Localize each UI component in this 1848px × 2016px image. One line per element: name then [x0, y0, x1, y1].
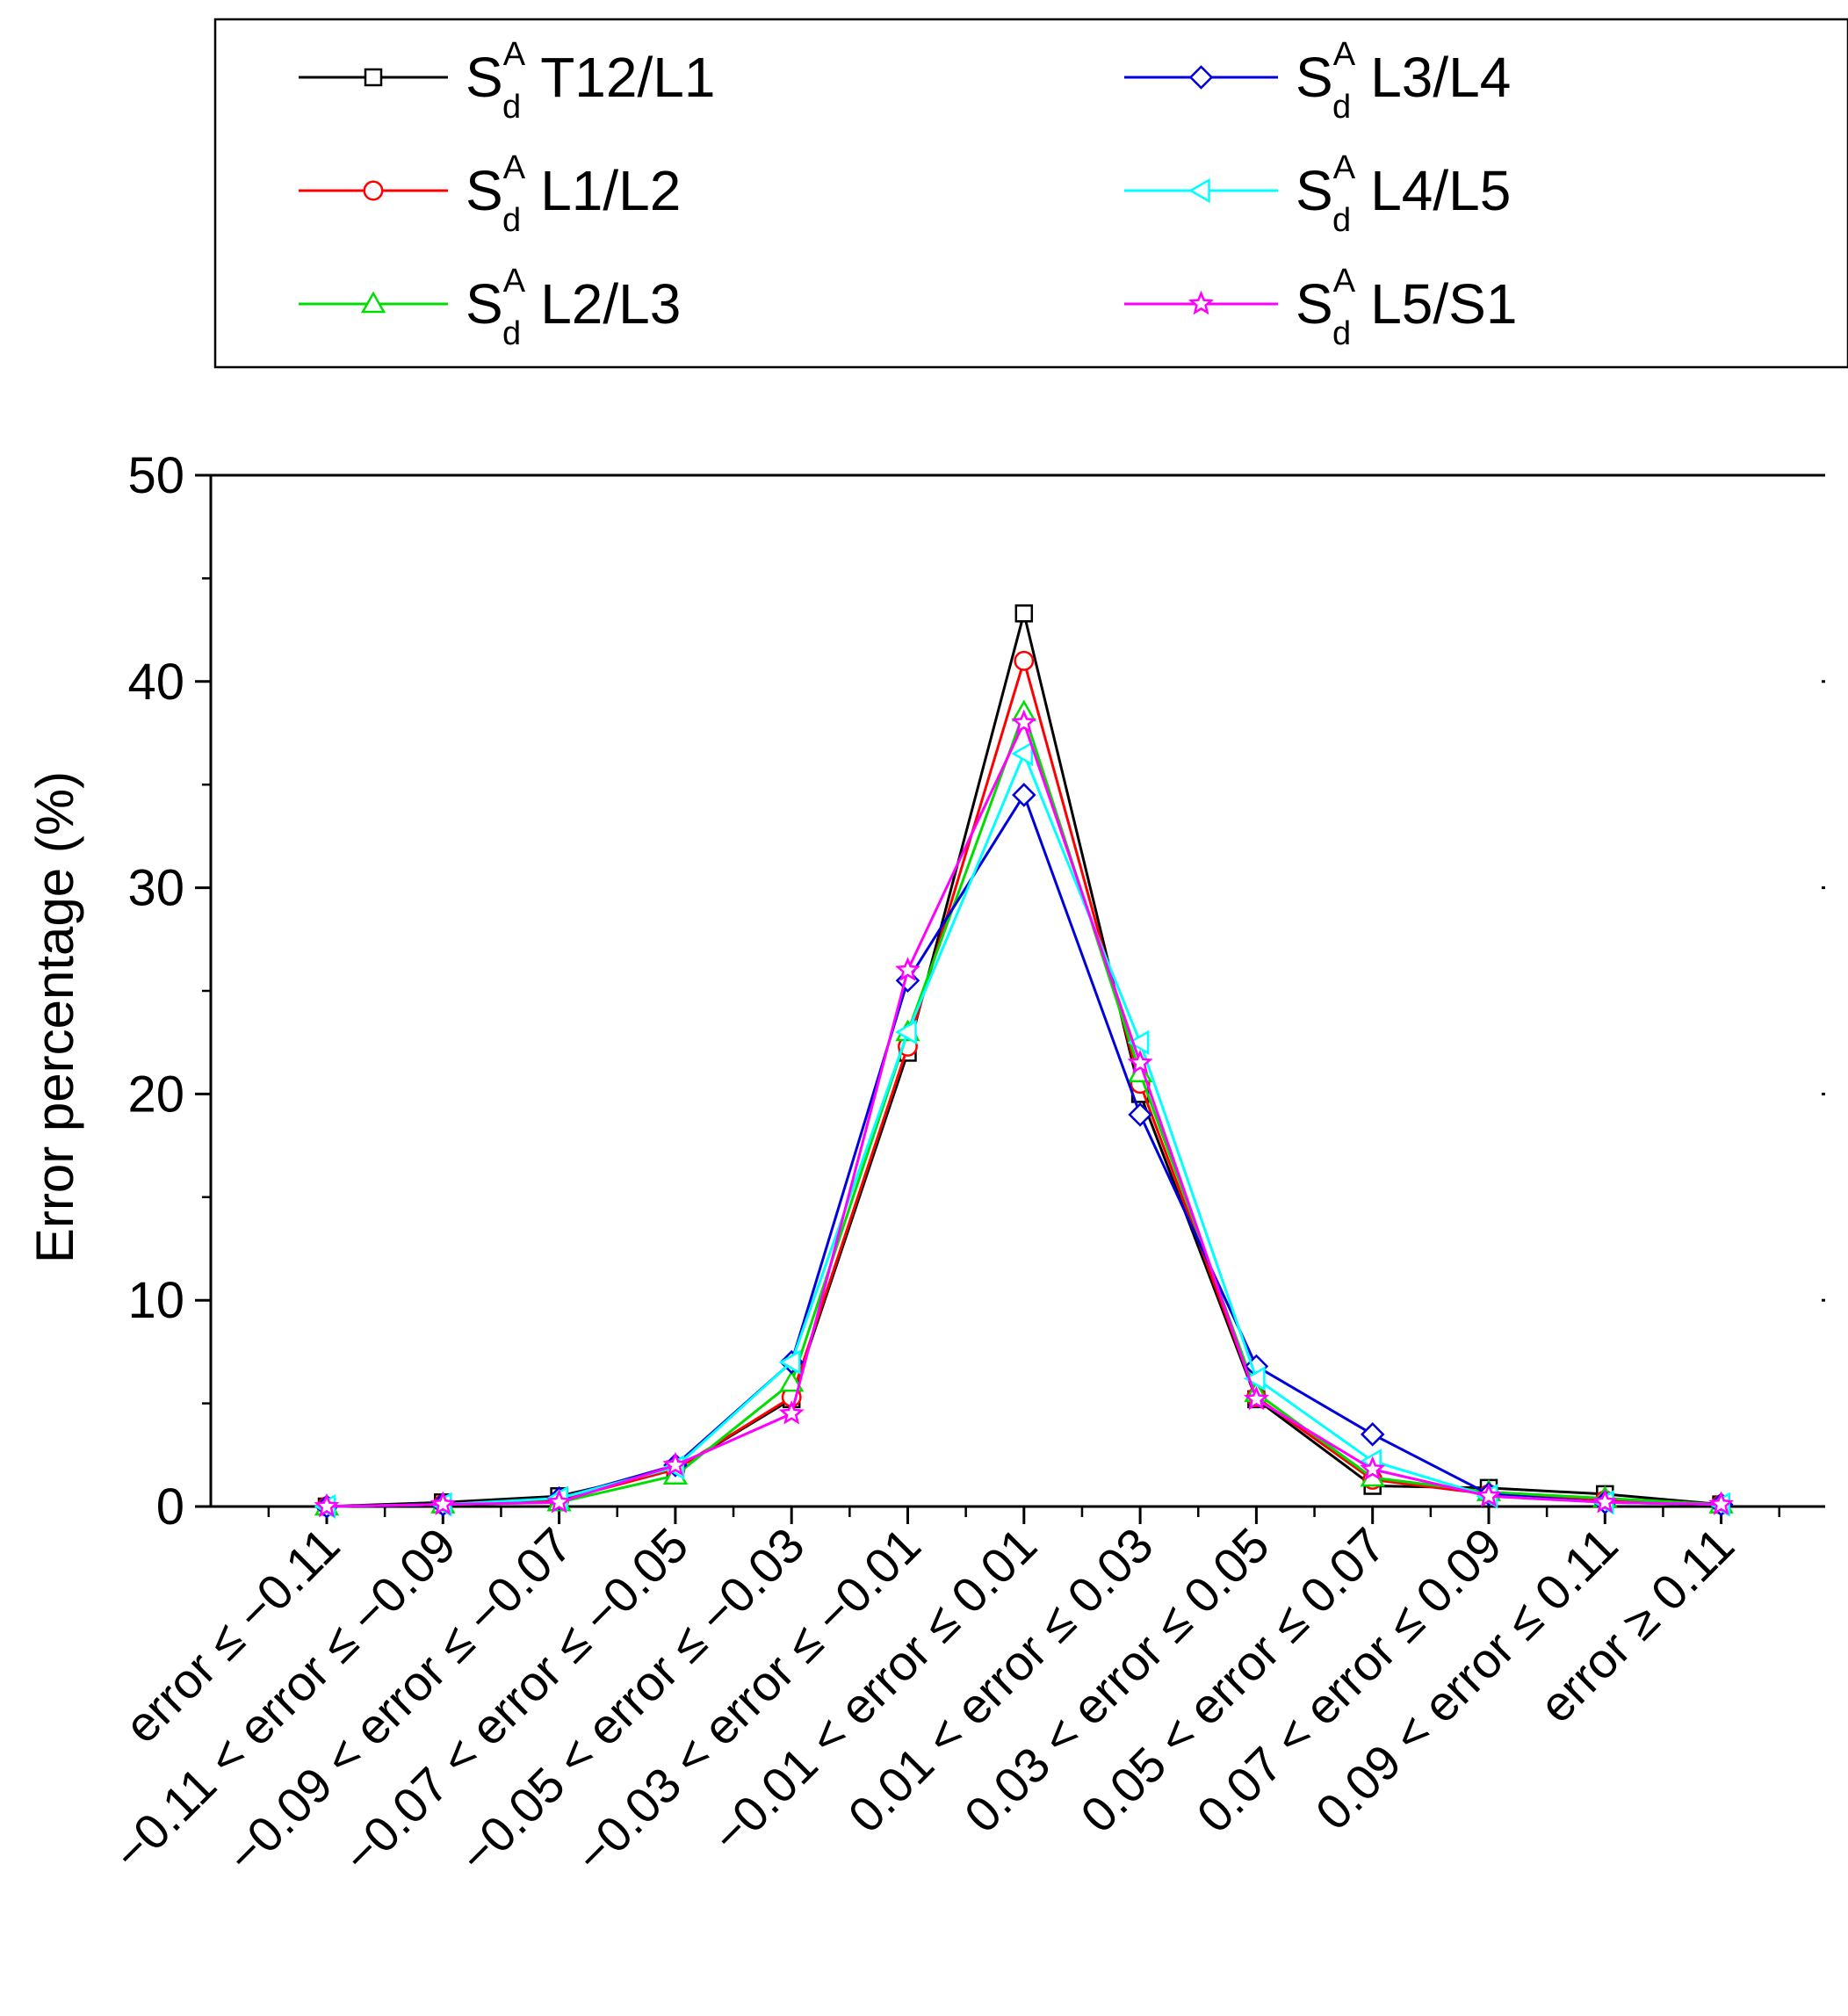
y-tick-label: 10	[127, 1272, 184, 1329]
legend-marker	[1187, 290, 1215, 315]
legend-label: SA d L4/L5	[1296, 149, 1511, 239]
series-line	[326, 791, 1722, 1508]
legend-marker	[364, 68, 383, 87]
data-point	[1476, 1483, 1502, 1507]
series-l2-l3	[314, 699, 1734, 1516]
data-point	[1592, 1489, 1618, 1514]
y-tick-label: 40	[127, 654, 184, 711]
y-axis-title: Error percentage (%)	[25, 771, 84, 1263]
legend-entry: SA d L1/L2	[299, 149, 681, 239]
series-l5-s1	[314, 709, 1735, 1518]
legend-label: SA d L5/S1	[1296, 263, 1517, 352]
series-layer	[314, 604, 1735, 1520]
legend-label: SA d L2/L3	[466, 263, 681, 352]
data-point	[1127, 1049, 1153, 1074]
legend-entry: SA d L2/L3	[299, 263, 681, 352]
legend-marker	[1187, 177, 1210, 204]
legend-label: SA d L1/L2	[466, 149, 681, 239]
data-point	[779, 1369, 805, 1392]
data-point	[1014, 650, 1035, 671]
legend-entry: SA d L3/L4	[1124, 36, 1511, 126]
data-point	[314, 1492, 340, 1518]
data-point	[1243, 1385, 1269, 1411]
data-point	[430, 1491, 456, 1515]
y-tick-label: 30	[127, 860, 184, 917]
data-point	[778, 1400, 805, 1425]
y-tick-label: 50	[127, 447, 184, 504]
y-tick-label: 0	[156, 1478, 184, 1535]
data-point	[1011, 741, 1034, 767]
legend-box	[213, 18, 1848, 369]
data-point	[662, 1451, 689, 1477]
series-line	[326, 750, 1722, 1508]
data-point	[1128, 1102, 1152, 1127]
series-l3-l4	[314, 783, 1734, 1519]
data-point	[1127, 1030, 1150, 1055]
legend-label: SA d T12/L1	[466, 36, 715, 126]
series-t12-l1	[317, 604, 1730, 1516]
data-point	[1014, 604, 1034, 623]
data-point	[1243, 1366, 1266, 1391]
data-point	[1360, 1456, 1386, 1481]
data-point	[1011, 709, 1037, 734]
data-point	[546, 1489, 573, 1514]
legend-entry: SA d T12/L1	[299, 36, 715, 126]
series-l4-l5	[314, 741, 1730, 1520]
series-line	[326, 708, 1722, 1508]
legend-marker	[1188, 65, 1214, 90]
series-line	[326, 719, 1722, 1508]
data-point	[894, 1019, 917, 1045]
y-tick-label: 20	[127, 1066, 184, 1123]
data-point	[1360, 1422, 1385, 1447]
series-l1-l2	[316, 650, 1732, 1517]
legend-entry: SA d L4/L5	[1124, 149, 1511, 239]
legend-label: SA d L3/L4	[1296, 36, 1511, 126]
legend: SA d T12/L1 SA d L1/L2 SA d L2/L3 SA d L3/L4 SA d L4/L…	[213, 18, 1848, 369]
legend-marker	[363, 180, 384, 201]
data-point	[1708, 1491, 1735, 1515]
legend-entry: SA d L5/S1	[1124, 263, 1517, 352]
legend-marker	[360, 291, 386, 314]
data-point	[894, 957, 921, 981]
data-point	[778, 1349, 801, 1375]
data-point	[1012, 783, 1036, 807]
